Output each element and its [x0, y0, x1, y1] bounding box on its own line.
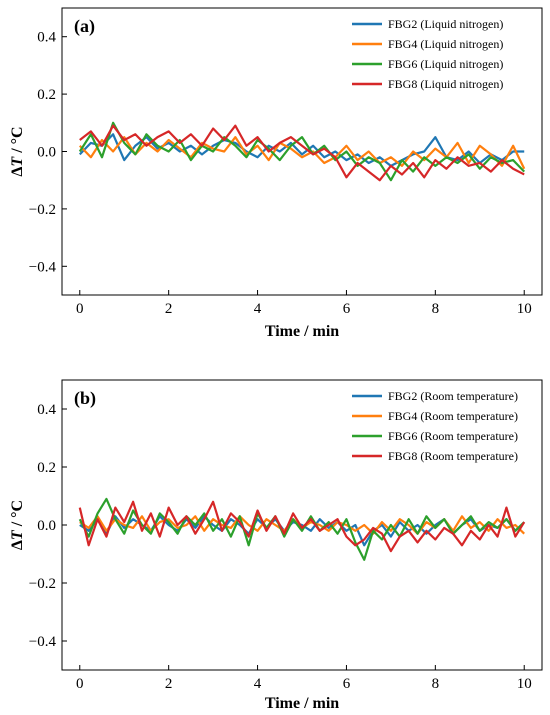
y-axis-title: ΔT / °C — [9, 126, 26, 176]
x-tick-label: 8 — [432, 676, 440, 692]
y-tick-label: 0.0 — [37, 145, 56, 161]
y-tick-label: −0.2 — [29, 202, 56, 218]
y-tick-label: 0.2 — [37, 87, 56, 103]
x-tick-label: 10 — [517, 301, 532, 317]
x-tick-label: 0 — [76, 301, 84, 317]
legend-label: FBG6 (Liquid nitrogen) — [388, 57, 503, 71]
series-line-fbg6 — [78, 497, 525, 561]
y-tick-label: 0.4 — [37, 402, 56, 418]
chart-panel-a: 0 2 4 6 8 10 0.4 0.2 0.0 −0.2 −0.4 Time / min ΔT / °… — [9, 7, 543, 340]
y-axis-unit: / °C — [9, 126, 26, 156]
y-tick-label: 0.4 — [37, 30, 56, 46]
chart-panel-b: 0 2 4 6 8 10 0.4 0.2 0.0 −0.2 −0.4 Time / min ΔT / °… — [9, 379, 543, 712]
x-tick-label: 6 — [343, 676, 351, 692]
x-tick-label: 6 — [343, 301, 351, 317]
legend-label: FBG2 (Liquid nitrogen) — [388, 17, 503, 31]
x-tick-label: 10 — [517, 676, 532, 692]
legend-label: FBG2 (Room temperature) — [388, 389, 518, 403]
y-tick-label: 0.2 — [37, 460, 56, 476]
y-axis-unit: / °C — [9, 500, 26, 530]
y-tick-label: −0.4 — [29, 634, 57, 650]
y-axis-title: ΔT / °C — [9, 500, 26, 550]
x-tick-label: 2 — [165, 301, 173, 317]
series-line-fbg4 — [78, 136, 526, 170]
x-tick-label: 4 — [254, 301, 262, 317]
legend-label: FBG4 (Room temperature) — [388, 409, 518, 423]
x-tick-label: 4 — [254, 676, 262, 692]
y-axis-delta: Δ — [9, 167, 26, 177]
x-axis-title: Time / min — [265, 695, 339, 712]
x-tick-label: 8 — [432, 301, 440, 317]
y-tick-label: 0.0 — [37, 518, 56, 534]
y-tick-label: −0.2 — [29, 576, 56, 592]
series-line-fbg8 — [79, 124, 525, 182]
series-line-fbg6 — [78, 121, 526, 182]
y-tick-label: −0.4 — [29, 259, 57, 275]
legend-label: FBG8 (Room temperature) — [388, 449, 518, 463]
y-axis-delta: Δ — [9, 540, 26, 550]
panel-label: (a) — [74, 16, 95, 37]
legend-label: FBG8 (Liquid nitrogen) — [388, 77, 503, 91]
x-tick-label: 0 — [76, 676, 84, 692]
series-line-fbg8 — [78, 500, 526, 553]
legend-label: FBG6 (Room temperature) — [388, 429, 518, 443]
x-tick-label: 2 — [165, 676, 173, 692]
x-axis-title: Time / min — [265, 323, 339, 340]
panel-label: (b) — [74, 388, 96, 409]
legend-label: FBG4 (Liquid nitrogen) — [388, 37, 503, 51]
y-axis-var: T — [9, 529, 26, 540]
y-axis-var: T — [9, 156, 26, 167]
